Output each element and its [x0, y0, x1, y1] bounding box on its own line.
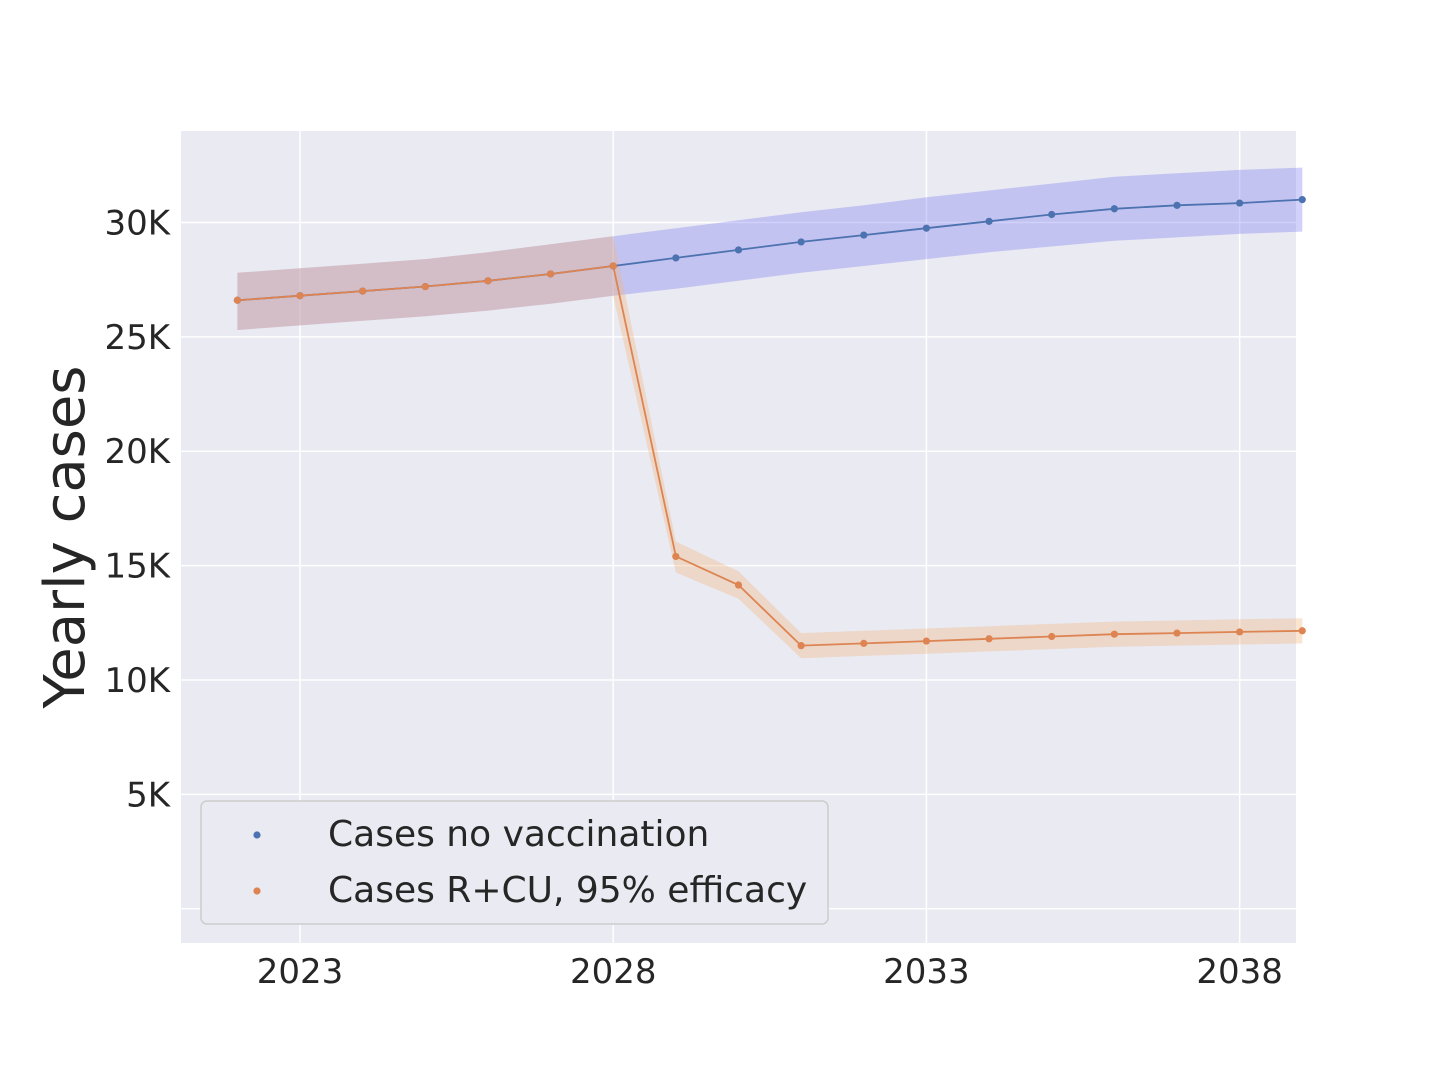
data-point — [797, 642, 805, 650]
y-tick-label: 25K — [104, 318, 171, 358]
series-points — [233, 196, 1306, 650]
data-point — [233, 296, 241, 304]
y-axis-title: Yearly cases — [33, 366, 98, 710]
y-tick-label: 5K — [126, 775, 172, 815]
data-point — [860, 639, 868, 647]
confidence-bands — [237, 167, 1303, 659]
data-point — [672, 254, 680, 262]
data-point — [1236, 628, 1244, 636]
data-point — [546, 270, 555, 278]
data-point — [484, 277, 492, 285]
data-point — [1173, 629, 1181, 637]
data-point — [985, 217, 993, 225]
data-point — [609, 262, 617, 270]
data-point — [734, 581, 743, 589]
data-point — [359, 287, 367, 295]
x-tick-label: 2033 — [883, 952, 970, 992]
confidence-band-0 — [237, 167, 1303, 330]
data-point — [860, 231, 868, 239]
data-point — [922, 637, 931, 645]
legend-box — [200, 800, 829, 925]
data-point — [1236, 199, 1244, 207]
data-point — [734, 246, 743, 254]
data-point — [1298, 627, 1306, 635]
data-point — [672, 552, 680, 561]
y-tick-label: 20K — [104, 432, 171, 472]
data-point — [296, 292, 304, 300]
data-point — [1298, 196, 1306, 204]
data-point — [797, 238, 805, 246]
series-lines — [237, 198, 1303, 647]
x-tick-labels: 2023 2028 2033 2038 — [257, 952, 1283, 992]
data-point — [421, 282, 429, 291]
data-point — [1173, 201, 1181, 209]
y-tick-labels: 5K 10K 15K 20K 25K 30K — [104, 203, 171, 815]
confidence-band-1 — [237, 236, 1303, 659]
data-point — [1048, 210, 1056, 219]
data-point — [985, 635, 993, 643]
x-tick-label: 2023 — [257, 952, 344, 992]
series-line-1 — [237, 265, 1303, 647]
x-tick-label: 2038 — [1196, 952, 1283, 992]
legend-marker — [253, 831, 261, 839]
data-point — [922, 224, 931, 232]
data-point — [1048, 632, 1056, 641]
data-point — [1110, 205, 1118, 213]
x-tick-label: 2028 — [570, 952, 657, 992]
data-point — [1110, 630, 1118, 638]
y-tick-label: 30K — [104, 203, 171, 243]
legend-marker — [253, 887, 261, 895]
y-tick-label: 15K — [104, 547, 171, 587]
y-tick-label: 10K — [104, 661, 171, 701]
legend-label: Cases no vaccination — [328, 814, 709, 855]
legend: Cases no vaccination Cases R+CU, 95% effi… — [200, 800, 829, 925]
legend-label: Cases R+CU, 95% efficacy — [328, 870, 807, 911]
